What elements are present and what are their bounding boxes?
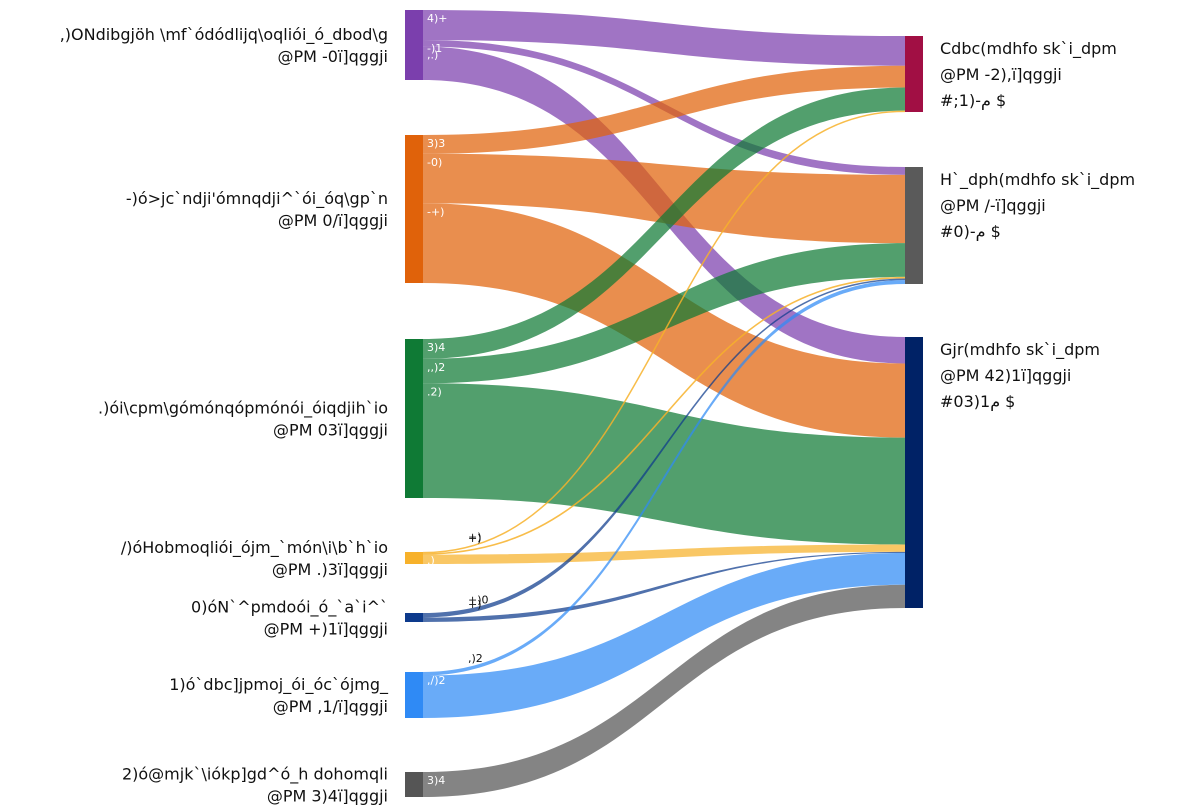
source-segment-label-3-1: 3)4 xyxy=(427,341,445,354)
source-node-1 xyxy=(405,10,423,80)
source-segment-label-1-1: 4)+ xyxy=(427,12,448,25)
source-segment-label-6-1: ,/)2 xyxy=(427,674,446,687)
link-s3-t3 xyxy=(423,383,905,545)
link-s6-t3 xyxy=(423,552,905,718)
link-s5-t2 xyxy=(423,278,905,618)
link-s3-t2 xyxy=(423,243,905,384)
source-segment-label-2-2: -0) xyxy=(427,156,442,169)
source-label-5-line-1: 0)óN`^pmdoói_ó_`a`i^` xyxy=(191,598,388,618)
source-label-5-line-2: @PM +)1ï]qggji xyxy=(264,620,388,639)
target-label-1-line-2: @PM -2),ï]qggji xyxy=(940,65,1062,84)
link-s4-t3 xyxy=(423,544,905,564)
source-node-5 xyxy=(405,613,423,622)
source-label-7-line-2: @PM 3)4ï]qggji xyxy=(267,787,388,806)
source-segment-label-3-2: ,,)2 xyxy=(427,361,445,374)
source-label-1-line-1: ,)ONdibgjöh \mf`ódódlijq\oqliói_ó_dbod\g xyxy=(60,25,388,45)
source-node-3 xyxy=(405,339,423,498)
target-label-1-line-3: #;1)-م $ xyxy=(940,91,1006,110)
target-label-2-line-1: H`_dph(mdhfo sk`i_dpm xyxy=(940,170,1135,190)
link-s3-t1 xyxy=(423,87,905,359)
source-segment-label-1-3: ,.) xyxy=(427,49,438,62)
source-segment-label-7-1: 3)4 xyxy=(427,774,445,787)
source-segment-label-2-3: -+) xyxy=(427,205,444,218)
source-node-2 xyxy=(405,135,423,283)
source-segment-label-2-1: 3)3 xyxy=(427,137,445,150)
source-label-1-line-2: @PM -0ï]qggji xyxy=(277,47,388,66)
target-label-3-line-2: @PM 42)1ï]qggji xyxy=(940,366,1071,385)
link-label-s5-t2: +)0 xyxy=(468,593,489,606)
target-node-2 xyxy=(905,167,923,284)
nodes xyxy=(405,10,923,797)
source-label-6-line-1: 1)ó`dbc]jpmoj_ói_óc`ójmg_ xyxy=(169,675,389,695)
source-node-4 xyxy=(405,552,423,564)
labels: +)+)+)0+),)24)+-)1,.),)ONdibgjöh \mf`ódó… xyxy=(60,12,1135,806)
target-label-2-line-3: #0)-م $ xyxy=(940,222,1001,241)
link-label-s4-t2: +) xyxy=(468,532,482,545)
flow-links xyxy=(422,10,906,797)
source-label-6-line-2: @PM ,1/ï]qggji xyxy=(273,697,388,716)
source-label-7-line-1: 2)ó@mjk`\iókp]gd^ó_h dohomqli xyxy=(122,765,388,785)
source-label-4-line-2: @PM .)3ï]qggji xyxy=(272,560,388,579)
link-s5-t3 xyxy=(423,551,905,622)
link-label-s6-t2: ,)2 xyxy=(468,652,483,665)
link-s2-t2 xyxy=(423,153,905,244)
link-label-s4-t1: +) xyxy=(468,531,482,544)
link-label-s5-t3: +) xyxy=(468,598,482,611)
source-node-6 xyxy=(405,672,423,718)
source-label-3-line-2: @PM 03ï]qggji xyxy=(273,421,388,440)
link-s2-t1 xyxy=(423,65,905,154)
link-s6-t2 xyxy=(423,280,905,676)
source-label-2-line-2: @PM 0/ï]qggji xyxy=(278,211,388,230)
target-label-2-line-2: @PM /-ï]qggji xyxy=(940,196,1046,215)
target-node-1 xyxy=(905,36,923,112)
source-segment-label-4-1: .) xyxy=(427,554,435,567)
source-label-2-line-1: -)ó>jc`ndji'ómnqdji^`ói_óq\gp`n xyxy=(126,189,388,209)
link-s7-t3 xyxy=(423,584,905,797)
source-node-7 xyxy=(405,772,423,797)
target-label-3-line-1: Gjr(mdhfo sk`i_dpm xyxy=(940,340,1100,360)
link-s4-t2 xyxy=(422,276,906,555)
source-segment-label-3-3: .2) xyxy=(427,385,442,398)
target-node-3 xyxy=(905,337,923,608)
link-s1-t1 xyxy=(423,10,905,66)
source-label-4-line-1: /)óHobmoqliói_ójm_`món\i\b`h`io xyxy=(121,538,388,558)
source-label-3-line-1: .)ói\cpm\gómónqópmónói_óiqdjih`io xyxy=(98,399,388,419)
target-label-3-line-3: #03)1م $ xyxy=(940,392,1015,411)
source-segment-label-1-2: -)1 xyxy=(427,42,442,55)
link-s4-t1 xyxy=(422,110,906,554)
target-label-1-line-1: Cdbc(mdhfo sk`i_dpm xyxy=(940,39,1117,59)
